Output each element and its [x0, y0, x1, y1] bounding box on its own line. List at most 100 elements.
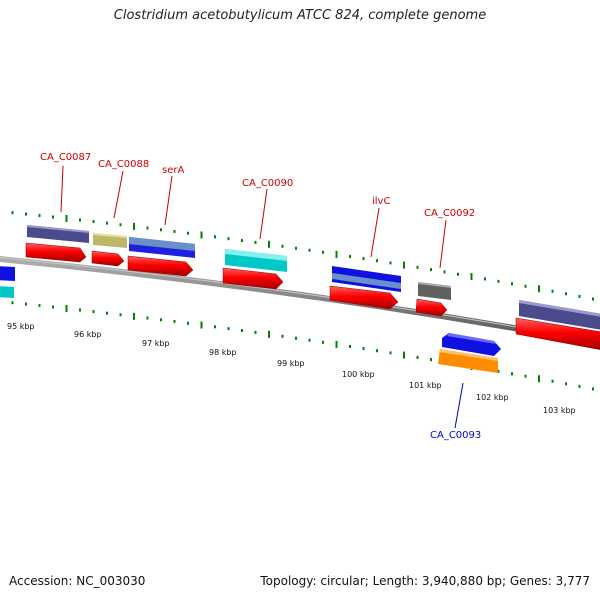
cds-arrow	[25, 242, 87, 263]
gene-block-ca-c0090	[225, 249, 287, 272]
tick-mark	[25, 302, 27, 306]
tick-mark	[497, 369, 500, 373]
tick-mark	[173, 319, 176, 323]
tick-mark	[592, 387, 594, 391]
tick-mark	[416, 265, 419, 269]
gene-block-ca-c0087	[27, 225, 89, 243]
tick-mark	[11, 211, 14, 215]
tick-mark	[430, 358, 432, 362]
tick-mark	[362, 257, 365, 261]
tick-mark	[443, 270, 446, 274]
tick-mark	[538, 375, 540, 383]
gene-block-ca-c0093	[438, 333, 501, 373]
tick-mark	[79, 218, 81, 222]
position-label: 100 kbp	[342, 370, 375, 379]
tick-mark	[200, 321, 203, 329]
gene-label-sera: serA	[162, 165, 184, 176]
gene-label-ca-c0090: CA_C0090	[242, 178, 293, 189]
tick-mark	[65, 214, 68, 222]
tick-mark	[38, 304, 41, 308]
tick-mark	[484, 277, 486, 281]
tick-mark	[241, 329, 243, 333]
tick-mark	[322, 250, 324, 254]
gene-block-sera	[129, 237, 195, 258]
tick-mark	[511, 372, 513, 376]
tick-mark	[187, 321, 189, 325]
tick-mark	[79, 308, 81, 312]
tick-mark	[470, 273, 473, 281]
tick-mark	[173, 229, 176, 233]
feature-block	[0, 266, 15, 281]
tick-mark	[511, 282, 513, 286]
gene-block-right	[519, 300, 600, 330]
tick-mark	[254, 330, 257, 334]
tick-mark	[430, 268, 432, 272]
tick-mark	[349, 344, 351, 348]
tick-mark	[416, 355, 419, 359]
tick-mark	[25, 212, 27, 216]
tick-mark	[52, 215, 54, 219]
tick-mark	[524, 374, 527, 378]
gene-block-ilvc	[332, 266, 401, 292]
tick-mark	[214, 325, 216, 329]
tick-mark	[551, 289, 554, 293]
gene-block-ca-c0088	[93, 233, 127, 248]
tick-mark	[65, 304, 68, 312]
tick-mark	[214, 235, 216, 239]
lower-tick-track	[11, 301, 594, 391]
tick-mark	[254, 240, 257, 244]
tick-mark	[268, 240, 270, 248]
tick-mark	[227, 237, 230, 241]
tick-mark	[551, 379, 554, 383]
gene-block-ca-c0092	[418, 282, 451, 300]
tick-mark	[389, 261, 392, 265]
tick-mark	[281, 334, 284, 338]
tick-mark	[403, 261, 405, 269]
tick-mark	[38, 214, 41, 218]
position-label: 98 kbp	[209, 348, 237, 357]
tick-mark	[308, 338, 311, 342]
position-label: 102 kbp	[476, 393, 509, 402]
tick-mark	[106, 221, 108, 225]
position-label: 95 kbp	[7, 322, 35, 331]
tick-mark	[241, 239, 243, 243]
gene-label-ca-c0088: CA_C0088	[98, 159, 149, 170]
tick-mark	[92, 310, 95, 314]
tick-mark	[376, 259, 378, 263]
tick-mark	[592, 297, 594, 301]
tick-mark	[295, 336, 297, 340]
tick-mark	[497, 279, 500, 283]
tick-mark	[11, 301, 14, 305]
gene-label-ca-c0093: CA_C0093	[430, 430, 481, 441]
cds-arrow	[127, 255, 194, 277]
tick-mark	[133, 222, 135, 230]
tick-mark	[146, 226, 149, 230]
tick-mark	[146, 316, 149, 320]
gene-label-ca-c0092: CA_C0092	[424, 208, 475, 219]
cds-arrow	[222, 267, 284, 290]
tick-mark	[119, 313, 122, 317]
tick-mark	[335, 340, 338, 348]
tick-mark	[295, 246, 297, 250]
tick-mark	[335, 250, 338, 258]
map-title: Clostridium acetobutylicum ATCC 824, com…	[113, 8, 487, 23]
tick-mark	[119, 223, 122, 227]
tick-mark	[578, 294, 581, 298]
tick-mark	[362, 347, 365, 351]
tick-mark	[308, 248, 311, 252]
position-label: 96 kbp	[74, 330, 102, 339]
gene-label-ilvc: ilvC	[372, 196, 390, 207]
tick-mark	[160, 228, 162, 232]
gene-label-ca-c0087: CA_C0087	[40, 152, 91, 163]
tick-mark	[160, 318, 162, 322]
tick-mark	[578, 384, 581, 388]
tick-mark	[403, 351, 405, 359]
cds-arrow	[415, 298, 448, 317]
topology-label: Topology: circular; Length: 3,940,880 bp…	[260, 574, 590, 588]
tick-mark	[524, 284, 527, 288]
tick-mark	[376, 349, 378, 353]
cds-arrow	[91, 250, 125, 267]
position-label: 103 kbp	[543, 406, 576, 415]
position-label: 101 kbp	[409, 381, 442, 390]
